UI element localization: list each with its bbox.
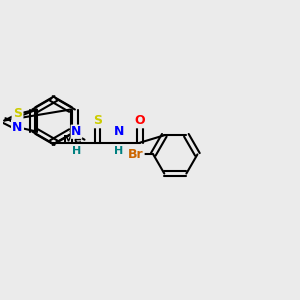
Text: N: N [114, 125, 124, 138]
Text: Me: Me [63, 135, 82, 145]
Text: N: N [12, 121, 23, 134]
Text: S: S [13, 107, 22, 120]
Text: S: S [13, 107, 22, 120]
Text: Br: Br [128, 148, 143, 161]
Text: O: O [135, 114, 145, 127]
Text: N: N [12, 121, 23, 134]
Text: H: H [114, 146, 123, 156]
Text: H: H [72, 146, 81, 156]
Text: N: N [71, 125, 82, 138]
Text: S: S [93, 114, 102, 127]
